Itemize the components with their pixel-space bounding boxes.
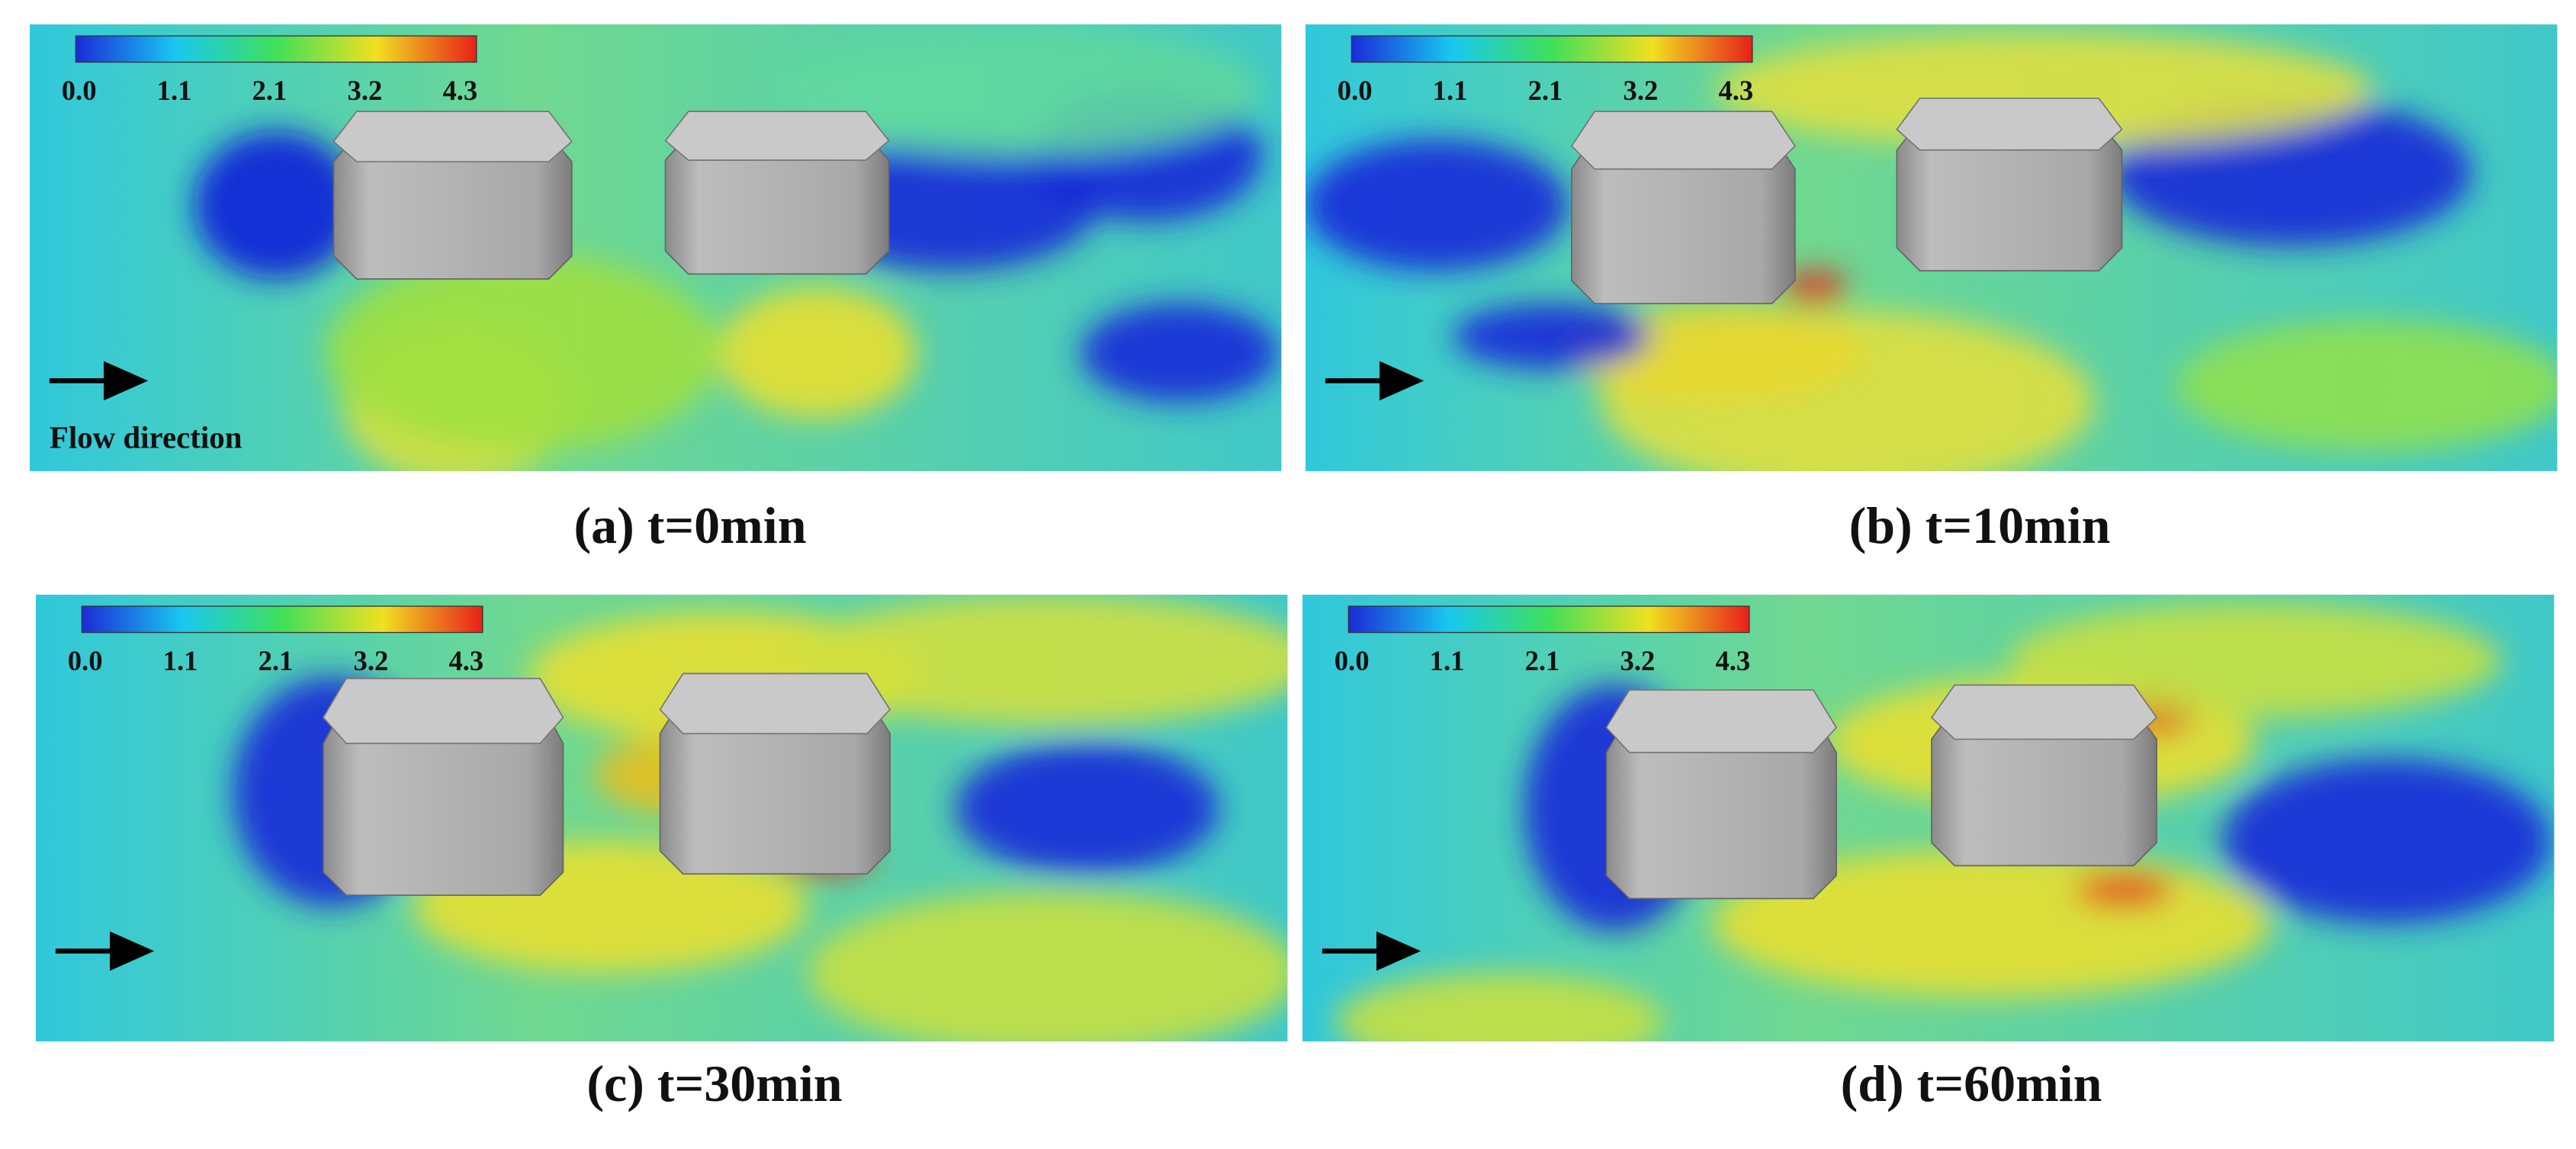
colorbar-label: 0.0 (1335, 645, 1370, 676)
panel: 0.0 1.1 2.1 3.2 4.3 Flow direction (30, 24, 1282, 471)
colorbar-label: 2.1 (1528, 75, 1563, 106)
colorbar-label: 4.3 (1718, 75, 1753, 106)
pier-top (1605, 689, 1838, 753)
colorbar-label: 3.2 (348, 75, 383, 106)
colorbar (1347, 605, 1750, 634)
velocity-region (791, 595, 1288, 727)
colorbar-label: 4.3 (448, 645, 483, 676)
colorbar-label: 3.2 (354, 645, 389, 676)
velocity-region (1081, 303, 1279, 403)
velocity-region (2176, 319, 2558, 452)
colorbar-label: 0.0 (1338, 75, 1373, 106)
panel-caption: (b) t=10min (1849, 496, 2111, 554)
colorbar-label: 2.1 (252, 75, 287, 106)
velocity-region (719, 287, 917, 419)
colorbar (1351, 35, 1753, 63)
velocity-region (194, 131, 358, 279)
pier-top (1570, 111, 1796, 170)
velocity-region (1335, 972, 1664, 1041)
colorbar-label: 2.1 (1525, 645, 1560, 676)
colorbar-label: 0.0 (62, 75, 97, 106)
colorbar-label: 1.1 (163, 645, 198, 676)
colorbar-label: 2.1 (259, 645, 294, 676)
panel: 0.0 1.1 2.1 3.2 4.3 (36, 595, 1288, 1041)
colorbar-label: 1.1 (1430, 645, 1465, 676)
velocity-region (1781, 271, 1848, 304)
pier-top (322, 677, 564, 745)
velocity-region (1716, 32, 2374, 148)
panel-caption: (c) t=30min (586, 1054, 842, 1112)
colorbar (75, 35, 477, 63)
velocity-region (2222, 759, 2552, 923)
pier-top (1930, 684, 2158, 740)
velocity-region (2074, 874, 2173, 907)
velocity-region (1453, 303, 1651, 370)
colorbar-label: 4.3 (1715, 645, 1750, 676)
colorbar (81, 605, 483, 634)
colorbar-label: 1.1 (1433, 75, 1468, 106)
colorbar-label: 4.3 (442, 75, 477, 106)
flow-contours (1306, 32, 2558, 471)
velocity-region (769, 24, 1262, 156)
velocity-region (1306, 139, 1569, 271)
pier-top (664, 111, 890, 161)
panel-caption: (d) t=60min (1841, 1054, 2102, 1112)
pier-top (659, 672, 891, 735)
colorbar-label: 0.0 (68, 645, 103, 676)
velocity-region (325, 254, 720, 452)
velocity-region (956, 742, 1219, 875)
panel-caption: (a) t=0min (573, 496, 806, 554)
panel: 0.0 1.1 2.1 3.2 4.3 (1306, 24, 2558, 471)
pier-top (1896, 98, 2123, 151)
colorbar-label: 3.2 (1624, 75, 1659, 106)
colorbar-label: 1.1 (157, 75, 192, 106)
panel: 0.0 1.1 2.1 3.2 4.3 (1302, 595, 2555, 1041)
velocity-region (808, 890, 1288, 1041)
pier-top (332, 111, 573, 162)
colorbar-label: 3.2 (1620, 645, 1656, 676)
flow-label: Flow direction (50, 421, 243, 455)
